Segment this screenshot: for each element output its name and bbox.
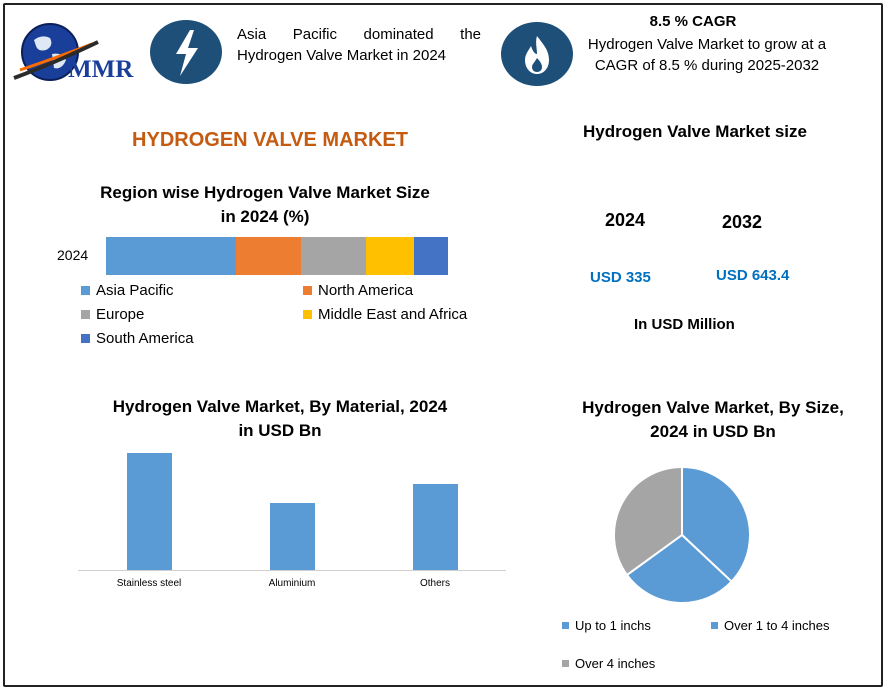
region-legend-asia-pacific: Asia Pacific <box>81 282 174 299</box>
material-bar-stainless-steel <box>126 452 172 570</box>
region-bar-asia-pacific <box>106 237 236 275</box>
pie-slice-up-to-1-inchs <box>681 465 751 583</box>
cagr-title: 8.5 % CAGR <box>649 13 737 30</box>
region-chart-title-line2: in 2024 (%) <box>220 207 310 226</box>
market-size-unit: In USD Million <box>634 316 735 333</box>
market-size-year-2024: 2024 <box>605 210 646 230</box>
material-chart-title: Hydrogen Valve Market, By Material, 2024… <box>70 395 490 443</box>
region-chart-title: Region wise Hydrogen Valve Market Size i… <box>60 181 470 229</box>
market-size-year-2032: 2032 <box>722 212 763 232</box>
size-pie-chart <box>613 465 751 604</box>
material-bar-others <box>412 483 458 570</box>
region-bar-north-america <box>235 237 301 275</box>
size-chart-title-line1: Hydrogen Valve Market, By Size, <box>582 398 844 417</box>
legend-swatch <box>303 310 312 319</box>
size-chart-title: Hydrogen Valve Market, By Size, 2024 in … <box>560 396 866 444</box>
pie-slice-over-1-to-4-inches <box>625 533 733 604</box>
legend-swatch <box>711 622 718 629</box>
region-chart-title-line1: Region wise Hydrogen Valve Market Size <box>100 183 430 202</box>
material-bar-aluminium <box>269 502 315 570</box>
region-year-label: 2024 <box>57 247 89 263</box>
logo-text: MMR <box>68 56 134 83</box>
size-legend-over-4-inches: Over 4 inches <box>562 656 655 671</box>
legend-label: Over 4 inches <box>575 656 656 671</box>
region-legend-europe: Europe <box>81 306 144 323</box>
banner-left-text: Asia Pacific dominated the Hydrogen Valv… <box>237 26 481 64</box>
region-legend-south-america: South America <box>81 330 194 347</box>
legend-label: South America <box>96 330 194 347</box>
legend-swatch <box>562 622 569 629</box>
region-legend-north-america: North America <box>303 282 413 299</box>
market-size-value-2032: USD 643.4 <box>716 267 790 284</box>
size-chart-title-line2: 2024 in USD Bn <box>650 422 776 441</box>
lightning-icon <box>176 30 198 76</box>
size-legend-over-1-to-4-inches: Over 1 to 4 inches <box>711 618 830 633</box>
material-chart-title-line1: Hydrogen Valve Market, By Material, 2024 <box>112 397 448 416</box>
page-title: HYDROGEN VALVE MARKET <box>132 129 408 151</box>
region-bar-middle-east-and-africa <box>365 237 414 275</box>
pie-slice-over-4-inches <box>613 465 683 577</box>
logo: MMR <box>12 20 146 86</box>
region-bar-europe <box>300 237 366 275</box>
market-size-title: Hydrogen Valve Market size <box>583 122 807 141</box>
legend-label: Over 1 to 4 inches <box>724 618 830 633</box>
legend-label: Asia Pacific <box>96 282 174 299</box>
flame-icon-circle <box>501 22 573 86</box>
region-stacked-bar <box>106 237 448 275</box>
legend-swatch <box>81 310 90 319</box>
material-chart-axis <box>78 570 506 571</box>
legend-label: North America <box>318 282 414 299</box>
legend-swatch <box>303 286 312 295</box>
material-tick-label: Others <box>419 578 450 589</box>
legend-label: Europe <box>96 306 145 323</box>
lightning-icon-circle <box>150 20 222 84</box>
market-size-value-2024: USD 335 <box>590 269 651 286</box>
legend-label: Middle East and Africa <box>318 306 468 323</box>
region-bar-south-america <box>413 237 448 275</box>
size-legend-up-to-1-inchs: Up to 1 inchs <box>562 618 651 633</box>
material-tick-label: Stainless steel <box>116 578 182 589</box>
legend-label: Up to 1 inchs <box>575 618 651 633</box>
material-tick-label: Aluminium <box>268 578 316 589</box>
material-chart-title-line2: in USD Bn <box>238 421 322 440</box>
legend-swatch <box>81 334 90 343</box>
page-frame <box>3 3 883 687</box>
legend-swatch <box>81 286 90 295</box>
region-legend-middle-east-and-africa: Middle East and Africa <box>303 306 467 323</box>
cagr-text: Hydrogen Valve Market to grow at a CAGR … <box>587 36 827 74</box>
legend-swatch <box>562 660 569 667</box>
globe-icon <box>13 23 99 81</box>
flame-icon <box>525 36 549 74</box>
